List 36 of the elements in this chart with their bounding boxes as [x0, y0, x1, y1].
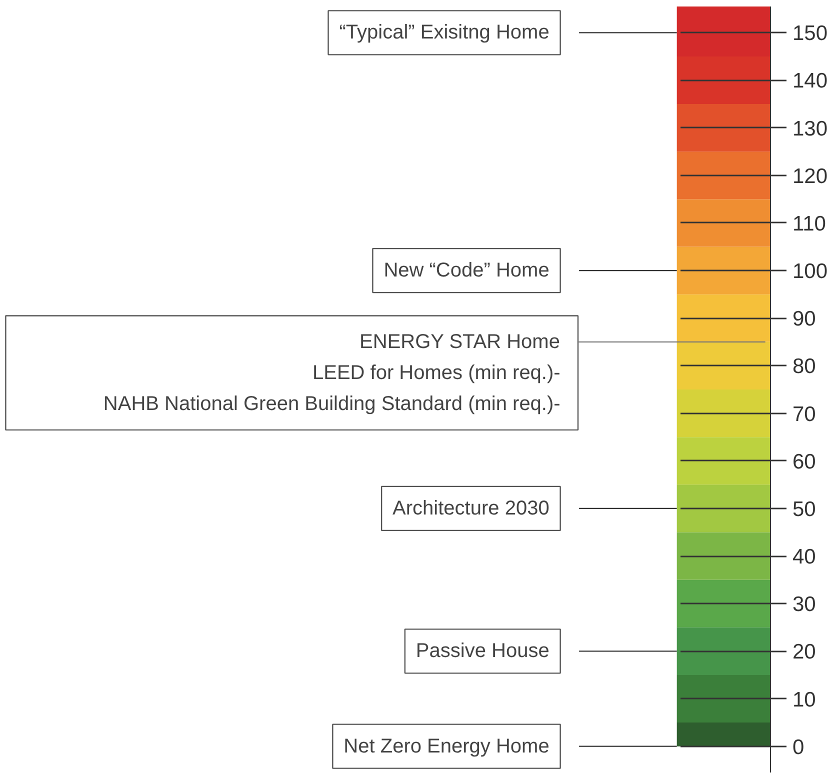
y-tick-label: 130 — [792, 117, 828, 140]
bar — [676, 674, 770, 723]
bar — [676, 484, 770, 532]
ref-line-label: ENERGY STAR Home — [360, 330, 560, 353]
y-tick-label: 0 — [792, 736, 804, 759]
y-tick-label: 100 — [792, 260, 828, 284]
y-tick-label: 40 — [792, 546, 816, 569]
text: LEED for Homes (min req.)- — [312, 362, 560, 384]
y-tick-label: 70 — [792, 402, 816, 426]
ref-line-label: New “Code” Home — [384, 260, 550, 282]
bar — [676, 199, 770, 247]
y-tick-label: 20 — [792, 640, 816, 664]
bar — [676, 152, 770, 200]
y-tick-label: 10 — [792, 688, 816, 712]
ref-line-label: “Typical” Exisitng Home — [339, 22, 550, 44]
bar — [676, 390, 770, 438]
bar — [676, 580, 770, 628]
y-tick-label: 60 — [792, 450, 816, 474]
bar — [676, 246, 770, 294]
y-tick-label: 90 — [792, 308, 816, 331]
y-tick-label: 80 — [792, 355, 816, 378]
y-tick-label: 30 — [792, 593, 816, 616]
bar — [676, 104, 770, 152]
bar — [676, 532, 770, 580]
bar — [676, 722, 770, 746]
y-tick-label: 120 — [792, 164, 828, 188]
ref-line-label: Net Zero Energy Home — [344, 735, 550, 758]
y-tick-label: 50 — [792, 498, 816, 521]
y-tick-label: 110 — [792, 212, 826, 236]
y-tick-label: 140 — [792, 70, 828, 93]
ref-line-label: Architecture 2030 — [392, 497, 550, 520]
ref-line-label: Passive House — [416, 640, 550, 662]
text: NAHB National Green Building Standard (min req.)- — [103, 392, 560, 415]
bar — [676, 627, 770, 675]
bar — [676, 437, 770, 485]
y-tick-label: 150 — [792, 22, 828, 46]
